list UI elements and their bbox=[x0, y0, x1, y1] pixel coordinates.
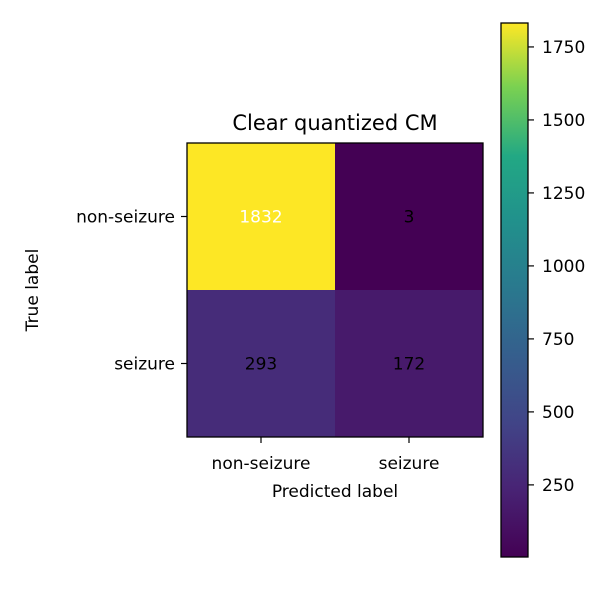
plot-frame bbox=[186, 142, 484, 438]
colorbar-tick-label: 1750 bbox=[542, 38, 585, 58]
colorbar bbox=[501, 23, 528, 557]
colorbar-tick-label: 1000 bbox=[542, 257, 585, 277]
cell-value-label: 172 bbox=[393, 355, 425, 375]
cell-value-label: 293 bbox=[245, 355, 277, 375]
y-tick-label: seizure bbox=[114, 355, 175, 375]
cell-value-label: 3 bbox=[404, 208, 415, 228]
y-axis-ticks: non-seizure seizure bbox=[76, 208, 187, 375]
heatmap-cell-labels: 1832 3 293 172 bbox=[239, 208, 425, 375]
colorbar-tick-label: 750 bbox=[542, 330, 574, 350]
colorbar-tick-label: 1250 bbox=[542, 184, 585, 204]
y-tick-label: non-seizure bbox=[76, 208, 175, 228]
x-axis-label: Predicted label bbox=[272, 482, 398, 502]
x-axis-ticks: non-seizure seizure bbox=[212, 437, 440, 474]
chart-title: Clear quantized CM bbox=[232, 111, 437, 135]
heatmap-cell bbox=[187, 143, 336, 291]
heatmap-cells bbox=[187, 143, 484, 438]
colorbar-tick-label: 500 bbox=[542, 403, 574, 423]
x-tick-label: non-seizure bbox=[212, 454, 311, 474]
cell-value-label: 1832 bbox=[239, 208, 282, 228]
colorbar-tick-label: 1500 bbox=[542, 111, 585, 131]
colorbar-frame bbox=[500, 22, 529, 558]
x-tick-label: seizure bbox=[379, 454, 440, 474]
heatmap-cell bbox=[335, 290, 484, 438]
y-axis-label: True label bbox=[23, 249, 43, 333]
heatmap-cell bbox=[335, 143, 484, 291]
colorbar-tick-label: 250 bbox=[542, 476, 574, 496]
colorbar-ticks: 250 500 750 1000 1250 1500 1750 bbox=[528, 38, 585, 496]
heatmap-cell bbox=[187, 290, 336, 438]
